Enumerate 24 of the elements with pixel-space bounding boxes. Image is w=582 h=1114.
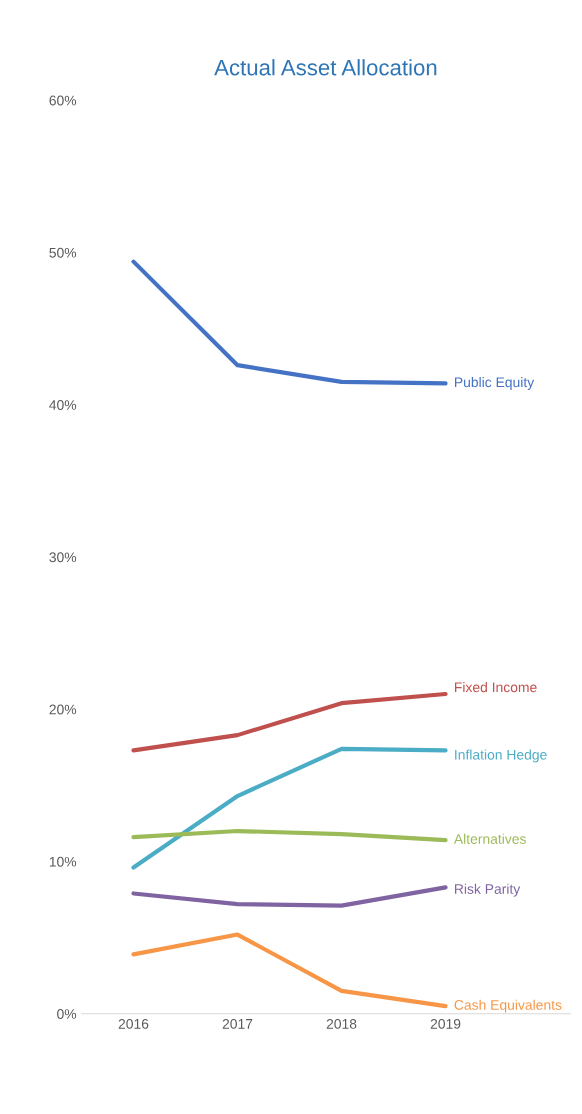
line-series xyxy=(131,259,448,386)
y-tick-label: 30% xyxy=(49,552,77,563)
x-tick-label: 2019 xyxy=(430,1018,461,1029)
line-series xyxy=(131,691,448,753)
y-tick-label: 10% xyxy=(49,856,77,867)
y-tick-label: 60% xyxy=(49,95,77,106)
x-tick-label: 2018 xyxy=(326,1018,357,1029)
line-series xyxy=(131,932,448,1009)
y-tick-label: 40% xyxy=(49,400,77,410)
chart-title: Actual Asset Allocation xyxy=(214,59,437,76)
series-label: Public Equity xyxy=(455,376,535,390)
y-tick-label: 50% xyxy=(49,247,77,258)
series-label: Alternatives xyxy=(453,833,526,844)
line-series xyxy=(131,746,448,870)
series-label: Risk Parity xyxy=(455,883,521,897)
series-label: Inflation Hedge xyxy=(455,749,547,763)
y-tick-label: 20% xyxy=(49,704,77,715)
y-tick-label: 0% xyxy=(57,1009,77,1019)
series-label: Cash Equivalents xyxy=(454,999,562,1013)
x-tick-label: 2017 xyxy=(222,1018,253,1029)
line-series xyxy=(131,885,448,908)
x-tick-label: 2016 xyxy=(118,1018,149,1029)
series-label: Fixed Income xyxy=(455,681,537,693)
line-series xyxy=(131,828,448,843)
